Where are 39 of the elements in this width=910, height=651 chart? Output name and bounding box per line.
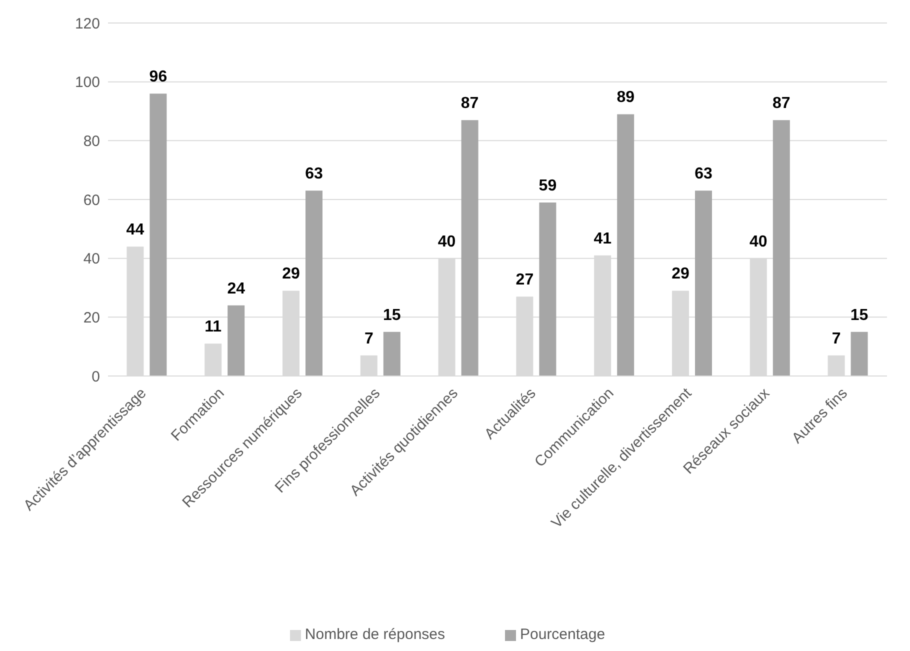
data-label: 87: [772, 95, 790, 112]
bar: [228, 305, 245, 376]
y-tick-label: 120: [74, 15, 100, 32]
bar: [305, 190, 322, 376]
data-label: 87: [460, 95, 479, 112]
y-tick-label: 100: [74, 74, 100, 92]
data-label: 24: [227, 280, 246, 298]
data-label: 41: [594, 230, 612, 248]
data-label: 89: [616, 89, 635, 106]
y-tick-label: 60: [83, 192, 100, 209]
bar: [383, 332, 400, 376]
data-label: 96: [149, 68, 168, 86]
bar: [150, 94, 167, 376]
bar: [617, 114, 634, 376]
bar: [539, 202, 556, 376]
data-label: 15: [850, 306, 868, 324]
legend-label: Nombre de réponses: [304, 626, 445, 643]
data-label: 11: [204, 318, 222, 336]
data-label: 7: [832, 330, 841, 348]
data-label: 29: [672, 266, 690, 283]
bar: [850, 332, 868, 376]
data-label: 40: [438, 233, 456, 250]
data-label: 59: [538, 177, 557, 194]
data-label: 27: [516, 272, 534, 289]
data-label: 15: [383, 306, 401, 324]
data-label: 63: [694, 166, 712, 183]
bar: [694, 190, 712, 376]
data-label: 29: [282, 266, 300, 283]
data-label: 7: [364, 330, 374, 348]
y-tick-label: 40: [83, 250, 100, 268]
data-label: 63: [305, 166, 323, 183]
y-tick-label: 80: [83, 132, 100, 150]
data-label: 40: [750, 233, 768, 250]
y-tick-label: 20: [83, 309, 100, 326]
y-tick-label: 0: [92, 368, 100, 386]
bar: [772, 120, 790, 376]
data-label: 44: [126, 222, 144, 239]
legend-label: Pourcentage: [520, 626, 606, 643]
bar: [461, 120, 478, 376]
